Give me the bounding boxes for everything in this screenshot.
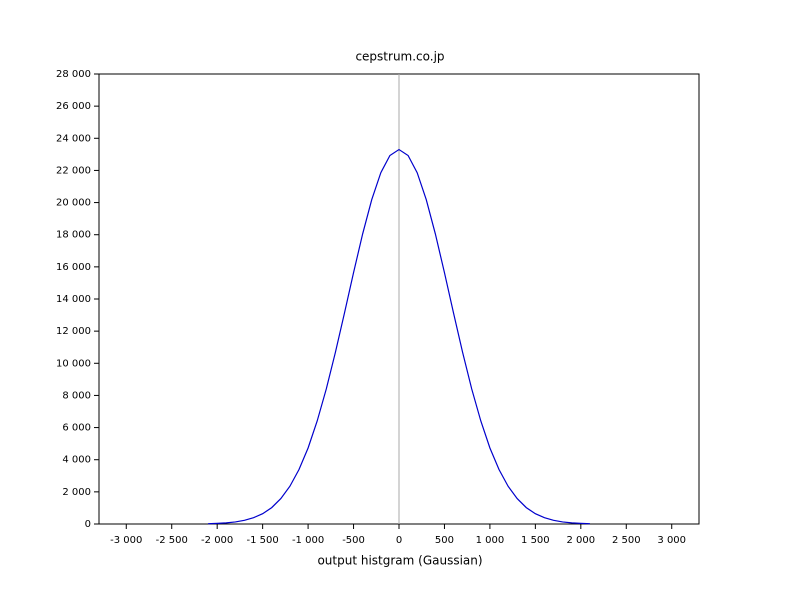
x-tick-label: -1 000 xyxy=(292,535,324,546)
y-tick-label: 0 xyxy=(85,519,91,530)
y-tick-label: 4 000 xyxy=(62,455,91,466)
y-tick-label: 10 000 xyxy=(56,358,91,369)
chart-title: cepstrum.co.jp xyxy=(355,50,444,64)
x-tick-label: 3 000 xyxy=(657,535,686,546)
y-tick-label: 24 000 xyxy=(56,133,91,144)
x-tick-label: 1 000 xyxy=(476,535,505,546)
y-tick-label: 14 000 xyxy=(56,294,91,305)
x-tick-label: 0 xyxy=(396,535,402,546)
y-tick-label: 12 000 xyxy=(56,326,91,337)
y-tick-label: 2 000 xyxy=(62,487,91,498)
y-tick-label: 22 000 xyxy=(56,165,91,176)
y-tick-label: 26 000 xyxy=(56,101,91,112)
y-tick-label: 28 000 xyxy=(56,69,91,80)
y-tick-label: 18 000 xyxy=(56,230,91,241)
y-tick-label: 16 000 xyxy=(56,262,91,273)
x-tick-label: -2 000 xyxy=(201,535,233,546)
x-tick-label: -3 000 xyxy=(110,535,142,546)
x-tick-label: 2 000 xyxy=(566,535,595,546)
y-tick-label: 8 000 xyxy=(62,390,91,401)
x-tick-label: -1 500 xyxy=(247,535,279,546)
data-line xyxy=(208,148,590,525)
x-axis-label: output histgram (Gaussian) xyxy=(317,554,482,568)
x-tick-label: 2 500 xyxy=(612,535,641,546)
x-tick-label: -500 xyxy=(342,535,365,546)
x-tick-label: -2 500 xyxy=(156,535,188,546)
x-tick-label: 1 500 xyxy=(521,535,550,546)
y-tick-label: 6 000 xyxy=(62,423,91,434)
y-tick-label: 20 000 xyxy=(56,198,91,209)
x-tick-label: 500 xyxy=(435,535,454,546)
